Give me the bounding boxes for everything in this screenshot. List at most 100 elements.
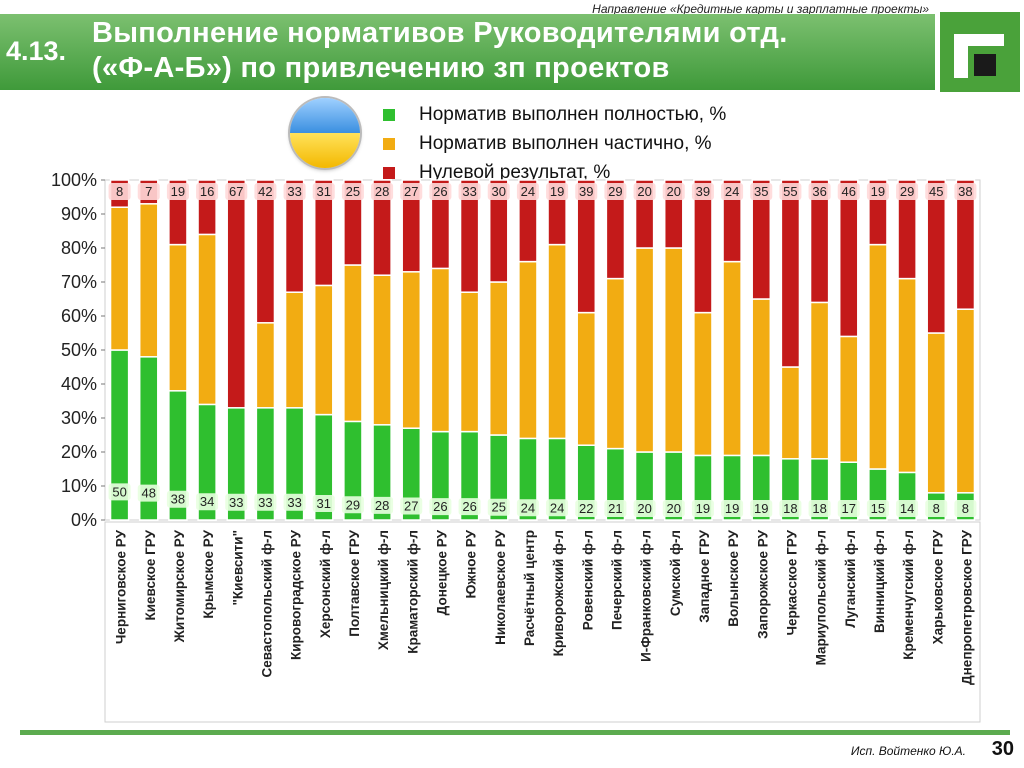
data-label-bg — [750, 500, 773, 517]
data-label-bg — [691, 183, 714, 200]
data-label-bg — [633, 500, 656, 517]
data-label-bg — [196, 183, 219, 200]
bar-segment-partial — [634, 247, 655, 453]
legend-item-zero: Нулевой результат, % — [383, 158, 726, 187]
data-label-zero: 31 — [317, 184, 331, 199]
x-category-label: Криворожский ф-л — [551, 530, 566, 656]
y-tick-label: 40% — [61, 374, 97, 394]
bar-segment-partial — [343, 264, 363, 423]
data-label-bg — [400, 497, 423, 515]
data-label-zero: 30 — [492, 184, 506, 199]
data-label-full: 21 — [608, 501, 622, 516]
data-label-full: 18 — [812, 501, 826, 516]
data-label-full: 29 — [346, 497, 360, 512]
data-label-bg — [341, 183, 364, 200]
x-category-label: Херсонский ф-л — [318, 530, 333, 638]
x-category-label: Западное ГРУ — [697, 529, 712, 622]
bar-segment-partial — [459, 291, 480, 433]
data-label-bg — [108, 483, 131, 501]
data-label-bg — [487, 183, 510, 200]
bar-segment-zero — [897, 179, 917, 280]
data-label-bg — [896, 500, 919, 517]
bar-segment-zero — [459, 179, 480, 293]
y-tick-label: 70% — [61, 272, 97, 292]
data-label-full: 50 — [112, 484, 126, 499]
data-label-full: 24 — [521, 500, 535, 515]
data-label-zero: 25 — [346, 184, 360, 199]
bar-segment-partial — [430, 267, 451, 433]
data-label-bg — [429, 498, 452, 516]
data-label-bg — [108, 183, 131, 200]
data-label-bg — [283, 493, 306, 511]
data-label-bg — [371, 183, 394, 200]
data-label-bg — [779, 500, 802, 517]
bar-segment-partial — [401, 271, 422, 429]
data-label-zero: 36 — [812, 184, 826, 199]
data-label-bg — [225, 493, 248, 511]
data-label-bg — [166, 183, 189, 200]
bar-segment-partial — [284, 291, 305, 409]
data-label-bg — [808, 183, 831, 200]
data-label-bg — [516, 183, 539, 200]
data-label-bg — [954, 500, 977, 517]
legend-label-partial: Норматив выполнен частично, % — [419, 132, 712, 154]
data-label-full: 25 — [492, 500, 506, 515]
x-category-label: И-Франковский ф-л — [639, 530, 654, 662]
bar-segment-zero — [488, 179, 509, 283]
bar-segment-partial — [372, 274, 392, 426]
data-label-bg — [721, 500, 744, 517]
x-category-label: Ровенский ф-л — [580, 530, 595, 630]
bar-segment-partial — [168, 243, 188, 392]
data-label-zero: 19 — [550, 184, 564, 199]
x-category-label: Расчётный центр — [522, 530, 537, 646]
legend-item-partial: Норматив выполнен частично, % — [383, 129, 726, 158]
x-category-label: Черкасское ГРУ — [784, 529, 799, 635]
data-label-zero: 19 — [171, 184, 185, 199]
stacked-bar-chart: 0% 10% 20% 30% 40% 50% 60% 70% 80% 90% 100% 50 8 Черн… — [51, 170, 981, 723]
data-label-bg — [866, 183, 889, 200]
x-category-label: Луганский ф-л — [843, 530, 858, 628]
data-label-full: 33 — [229, 495, 243, 510]
bar-segment-zero — [284, 179, 305, 293]
data-label-full: 27 — [404, 498, 418, 513]
bar-segment-partial — [751, 298, 772, 457]
x-category-label: Мариупольский ф-л — [814, 530, 829, 665]
legend-swatch-partial — [383, 137, 395, 150]
x-category-label: Хмельницкий ф-л — [376, 530, 391, 650]
legend-swatch-zero — [383, 166, 395, 179]
data-label-zero: 27 — [404, 184, 418, 199]
data-label-bg — [137, 183, 160, 200]
data-label-zero: 28 — [375, 184, 389, 199]
data-label-bg — [837, 500, 860, 517]
data-label-bg — [925, 183, 948, 200]
bar-segment-partial — [138, 203, 159, 358]
data-label-full: 19 — [754, 501, 768, 516]
data-label-zero: 19 — [871, 184, 885, 199]
data-label-full: 38 — [171, 492, 185, 507]
data-label-bg — [196, 493, 219, 511]
data-label-zero: 26 — [433, 184, 447, 199]
x-category-label: Харьковское ГРУ — [930, 529, 945, 644]
data-label-zero: 33 — [287, 184, 301, 199]
bar-segment-partial — [255, 322, 276, 409]
chart-area: 0% 10% 20% 30% 40% 50% 60% 70% 80% 90% 100% 50 8 Черн… — [0, 170, 1024, 730]
bar-segment-zero — [722, 179, 742, 263]
data-label-full: 8 — [933, 501, 940, 516]
y-tick-label: 60% — [61, 306, 97, 326]
bar-segment-partial — [838, 335, 859, 463]
data-label-full: 20 — [637, 501, 651, 516]
data-label-bg — [925, 500, 948, 517]
data-label-zero: 29 — [608, 184, 622, 199]
data-label-zero: 46 — [842, 184, 856, 199]
data-label-zero: 67 — [229, 184, 243, 199]
data-label-zero: 20 — [667, 184, 681, 199]
x-category-label: Печерский ф-л — [609, 530, 624, 630]
data-label-bg — [546, 183, 569, 200]
data-label-bg — [137, 484, 160, 502]
data-label-bg — [458, 498, 481, 516]
bar-segment-zero — [693, 179, 713, 314]
bar-segment-partial — [868, 243, 888, 470]
title-bar — [0, 14, 935, 90]
x-category-label: Запорожское РУ — [755, 529, 770, 638]
y-tick-label: 30% — [61, 408, 97, 428]
